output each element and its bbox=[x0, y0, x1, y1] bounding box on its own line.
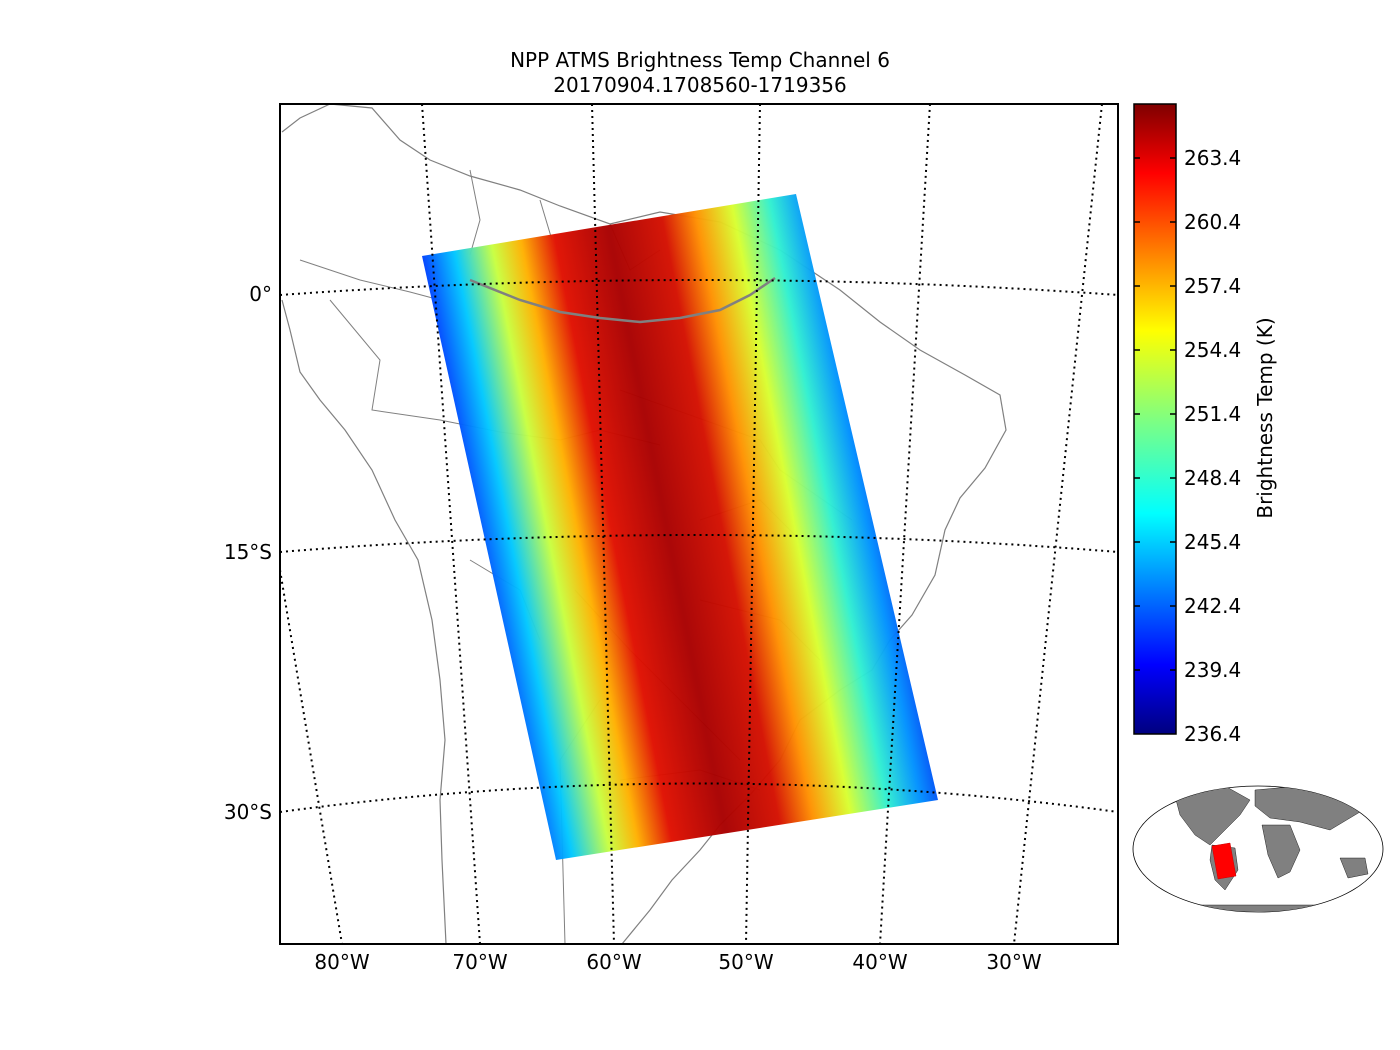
colorbar-tick-label: 248.4 bbox=[1184, 466, 1242, 490]
colorbar-tick-label: 263.4 bbox=[1184, 146, 1242, 170]
lon-label-50w: 50°W bbox=[718, 950, 774, 974]
colorbar-tick-label: 239.4 bbox=[1184, 658, 1242, 682]
lat-label-30s: 30°S bbox=[223, 800, 272, 824]
inset-australia bbox=[1339, 857, 1369, 879]
colorbar-tick-label: 257.4 bbox=[1184, 274, 1242, 298]
lon-label-70w: 70°W bbox=[452, 950, 508, 974]
lat-label-15s: 15°S bbox=[223, 540, 272, 564]
colorbar-tick-label: 242.4 bbox=[1184, 594, 1242, 618]
chart-title: NPP ATMS Brightness Temp Channel 6 bbox=[510, 48, 890, 72]
colorbar-tick-label: 254.4 bbox=[1184, 338, 1242, 362]
colorbar-tick-label: 260.4 bbox=[1184, 210, 1242, 234]
map-frame bbox=[279, 103, 1119, 945]
inset-north-america bbox=[1174, 786, 1251, 846]
graticule-meridians bbox=[280, 104, 1103, 944]
swath-image bbox=[422, 194, 938, 860]
colorbar-tick-label: 236.4 bbox=[1184, 722, 1242, 746]
inset-antarctica bbox=[1149, 904, 1381, 912]
lon-label-40w: 40°W bbox=[852, 950, 908, 974]
colorbar bbox=[1133, 103, 1177, 735]
lon-label-30w: 30°W bbox=[986, 950, 1042, 974]
colorbar-ticks bbox=[1134, 157, 1176, 671]
colorbar-tick-label: 251.4 bbox=[1184, 402, 1242, 426]
colorbar-tick-label: 245.4 bbox=[1184, 530, 1242, 554]
lon-label-80w: 80°W bbox=[314, 950, 370, 974]
inset-africa bbox=[1261, 824, 1301, 879]
colorbar-label: Brightness Temp (K) bbox=[1253, 317, 1277, 519]
lat-label-0: 0° bbox=[249, 282, 272, 306]
inset-swath-marker bbox=[1211, 842, 1237, 880]
amazon-river bbox=[469, 276, 776, 324]
lon-label-60w: 60°W bbox=[586, 950, 642, 974]
inset-globe bbox=[1132, 785, 1384, 913]
chart-subtitle: 20170904.1708560-1719356 bbox=[553, 73, 847, 97]
graticule-parallels bbox=[280, 279, 1118, 813]
